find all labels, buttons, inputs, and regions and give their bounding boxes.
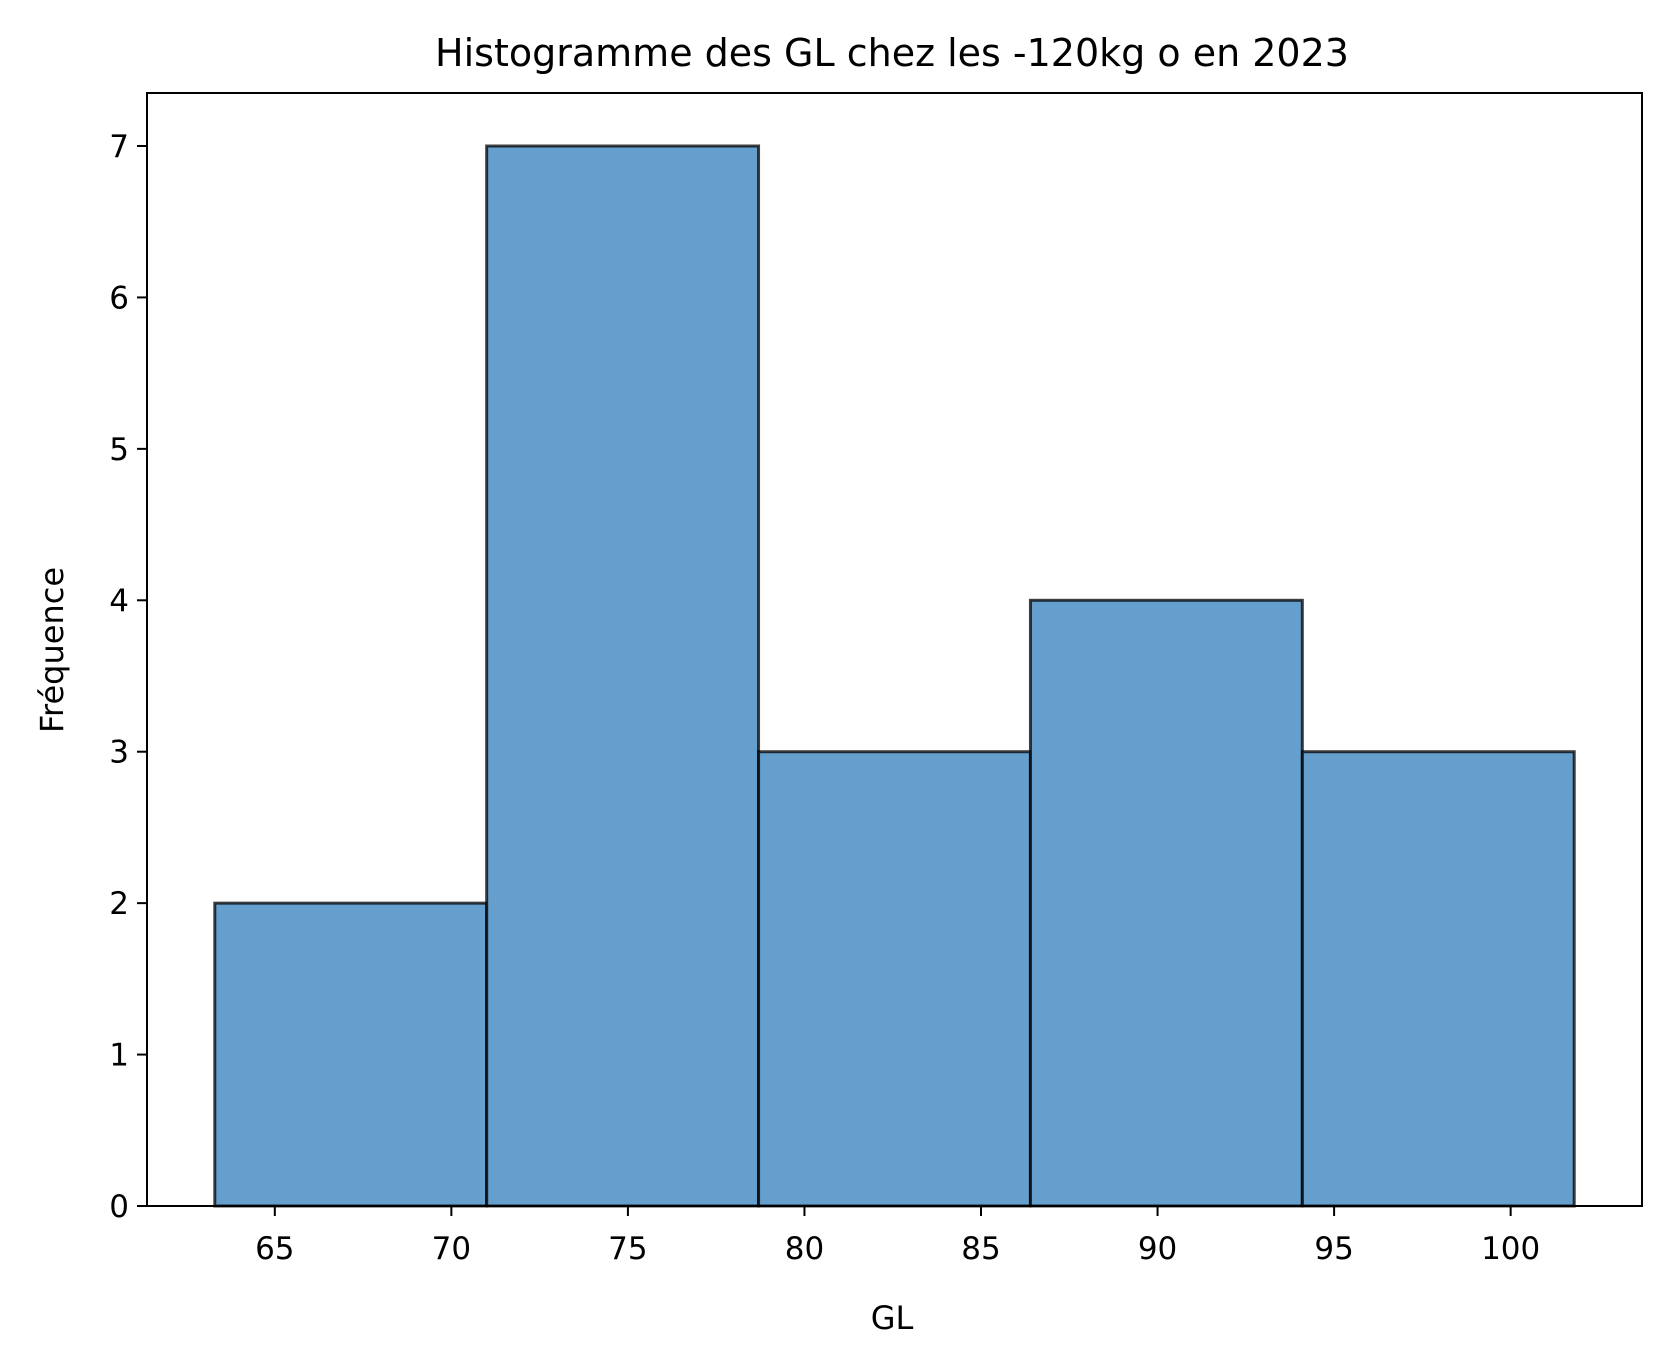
y-tick-label: 6 <box>109 280 129 316</box>
x-tick-label: 75 <box>608 1231 647 1267</box>
x-axis-label: GL <box>871 1299 914 1337</box>
y-axis-label: Fréquence <box>33 567 71 733</box>
chart-title: Histogramme des GL chez les -120kg o en … <box>435 31 1349 75</box>
x-tick-label: 90 <box>1138 1231 1177 1267</box>
histogram-bar <box>485 144 761 1208</box>
histogram-bar <box>1028 598 1304 1208</box>
x-tick-label: 70 <box>432 1231 471 1267</box>
y-tick-label: 5 <box>109 432 129 468</box>
histogram-bar <box>213 901 489 1208</box>
bars-layer <box>213 144 1576 1208</box>
y-tick-label: 7 <box>109 129 129 165</box>
x-tick-label: 80 <box>785 1231 824 1267</box>
x-tick-label: 95 <box>1314 1231 1353 1267</box>
x-axis-ticks: 65 70 75 80 85 90 95 100 <box>255 1206 1540 1267</box>
y-tick-label: 3 <box>109 735 129 771</box>
x-tick-label: 85 <box>961 1231 1000 1267</box>
histogram-bar <box>757 750 1032 1208</box>
y-tick-label: 0 <box>109 1189 129 1225</box>
y-axis-ticks: 0 1 2 3 4 5 6 7 <box>109 129 147 1225</box>
plot-area-frame <box>146 92 1643 1207</box>
x-tick-label: 100 <box>1481 1231 1540 1267</box>
x-tick-label: 65 <box>255 1231 294 1267</box>
histogram-bar <box>1300 750 1576 1208</box>
y-tick-label: 2 <box>109 886 129 922</box>
y-tick-label: 1 <box>109 1038 129 1074</box>
y-tick-label: 4 <box>109 583 129 619</box>
